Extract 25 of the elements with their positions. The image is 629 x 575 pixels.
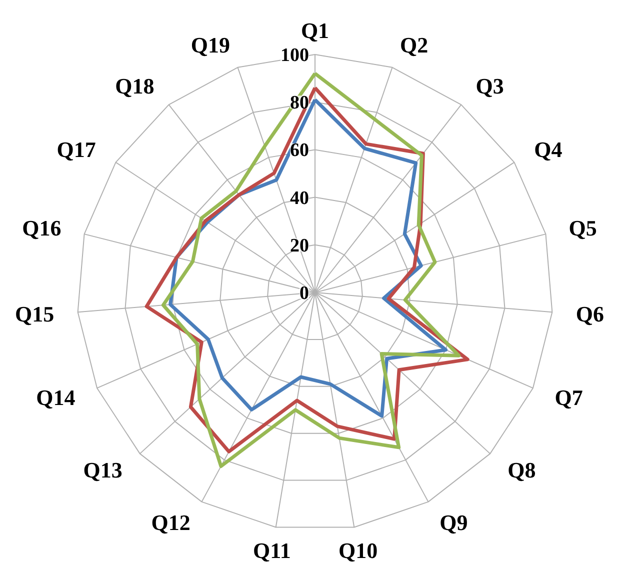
spoke-label: Q2 bbox=[400, 32, 428, 58]
spoke-label: Q18 bbox=[115, 73, 154, 98]
y-tick-label: 20 bbox=[290, 235, 309, 256]
spoke-label: Q17 bbox=[56, 136, 96, 162]
spoke-label: Q4 bbox=[534, 136, 562, 162]
spoke-label: Q13 bbox=[83, 457, 122, 482]
spoke-label: Q15 bbox=[14, 302, 54, 327]
y-tick-label: 40 bbox=[290, 188, 309, 209]
y-tick-label: 60 bbox=[290, 140, 309, 162]
spoke-label: Q9 bbox=[440, 510, 468, 536]
spoke-label: Q12 bbox=[151, 510, 190, 536]
spoke-label: Q19 bbox=[190, 32, 230, 58]
spoke-label: Q10 bbox=[338, 538, 378, 564]
spoke-label: Q5 bbox=[568, 216, 597, 241]
spoke-label: Q11 bbox=[252, 538, 291, 564]
spoke-label: Q8 bbox=[508, 457, 536, 482]
spoke-label: Q16 bbox=[22, 216, 62, 241]
spoke-label: Q1 bbox=[300, 18, 330, 44]
spoke-label: Q6 bbox=[576, 302, 604, 327]
spoke-label: Q3 bbox=[476, 73, 504, 98]
spoke-label: Q7 bbox=[554, 385, 583, 410]
y-tick-label: 80 bbox=[290, 92, 309, 114]
y-tick-label: 0 bbox=[300, 283, 309, 304]
spoke-label: Q14 bbox=[36, 385, 76, 410]
y-tick-label: 100 bbox=[280, 45, 309, 66]
